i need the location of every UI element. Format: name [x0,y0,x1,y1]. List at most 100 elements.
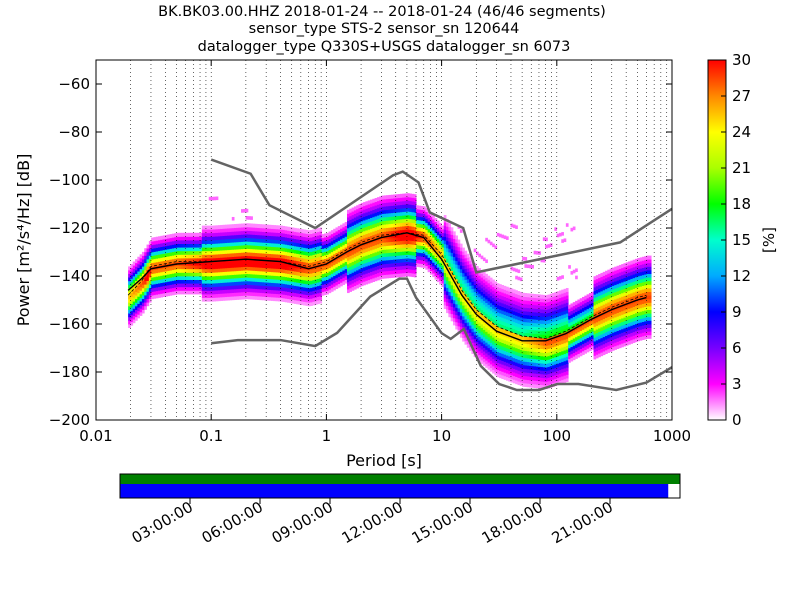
heatmap-cell [471,331,475,336]
heatmap-cell [220,282,223,287]
heatmap-cell [616,334,620,339]
heatmap-cell [261,278,265,283]
heatmap-cell [167,270,170,275]
heatmap-cell [358,272,362,277]
heatmap-cell [333,254,336,258]
heatmap-cell [273,264,276,269]
heatmap-cell [503,343,507,348]
heatmap-cell [346,267,350,272]
heatmap-cell [505,355,509,360]
heatmap-cell [192,265,196,270]
heatmap-cell [404,204,408,209]
heatmap-cell [598,306,601,311]
heatmap-cell [462,330,465,335]
heatmap-cell [144,255,147,260]
heatmap-cell [459,283,463,288]
heatmap-cell [644,274,647,279]
heatmap-cell [538,373,541,378]
heatmap-cell [261,238,265,243]
heatmap-cell [542,302,546,307]
heatmap-cell [512,300,516,305]
heatmap-cell [294,299,297,304]
heatmap-cell [395,205,399,210]
heatmap-cell [257,259,260,264]
heatmap-cell [420,227,424,232]
heatmap-cell [464,283,468,288]
heatmap-cell [317,260,320,265]
heatmap-cell [254,259,258,264]
heatmap-cell [446,280,449,285]
heatmap-cell [452,270,456,275]
heatmap-cell [146,255,150,260]
heatmap-cell [236,231,240,236]
heatmap-cell [464,257,468,262]
heatmap-cell [473,316,477,321]
heatmap-cell [584,306,587,311]
heatmap-cell [489,288,493,293]
heatmap-cell [234,249,237,254]
heatmap-cell [135,262,138,267]
heatmap-cell [132,265,136,270]
heatmap-cell [533,304,537,309]
heatmap-cell [618,272,622,277]
heatmap-cell [370,264,373,269]
heatmap-cell [192,276,196,280]
heatmap-cell [164,238,168,243]
heatmap-cell [363,202,366,207]
heatmap-cell [510,364,514,369]
heatmap-cell [319,295,323,300]
heatmap-cell [185,243,189,248]
heatmap-cell [379,199,382,204]
heatmap-cell [563,238,567,243]
heatmap-cell [494,364,498,369]
heatmap-cell [496,326,500,331]
heatmap-cell [487,275,491,280]
heatmap-cell [241,270,244,275]
heatmap-cell [259,274,263,279]
heatmap-cell [319,234,323,239]
heatmap-cell [370,242,373,247]
heatmap-cell [436,267,440,272]
heatmap-cell [395,259,399,264]
heatmap-cell [305,273,309,278]
heatmap-cell [529,340,532,345]
heatmap-cell [231,292,235,297]
heatmap-cell [162,267,166,272]
heatmap-cell [515,304,518,309]
heatmap-cell [480,342,484,346]
heatmap-cell [628,293,631,298]
heatmap-cell [466,322,470,327]
heatmap-cell [174,272,177,277]
heatmap-cell [234,296,237,301]
heatmap-cell [222,257,226,262]
heatmap-cell [533,365,537,370]
heatmap-cell [529,329,532,334]
heatmap-cell [252,245,256,250]
heatmap-cell [572,226,576,231]
heatmap-cell [556,345,560,350]
heatmap-cell [406,250,410,255]
heatmap-cell [215,250,219,255]
heatmap-cell [381,227,385,232]
heatmap-cell [598,295,601,300]
heatmap-cell [273,257,276,262]
heatmap-cell [197,261,200,266]
heatmap-cell [365,219,369,224]
heatmap-cell [259,260,263,265]
heatmap-cell [247,226,251,231]
heatmap-cell [621,289,624,294]
heatmap-cell [639,268,643,273]
heatmap-cell [503,314,507,319]
heatmap-cell [243,252,247,257]
heatmap-cell [284,237,288,242]
heatmap-cell [298,271,302,276]
heatmap-cell [434,254,438,259]
heatmap-cell [305,276,309,281]
heatmap-cell [254,263,258,268]
heatmap-cell [337,283,341,288]
heatmap-cell [307,241,311,246]
heatmap-cell [605,321,608,326]
heatmap-cell [197,247,200,252]
heatmap-cell [575,318,578,323]
heatmap-cell [628,340,631,345]
